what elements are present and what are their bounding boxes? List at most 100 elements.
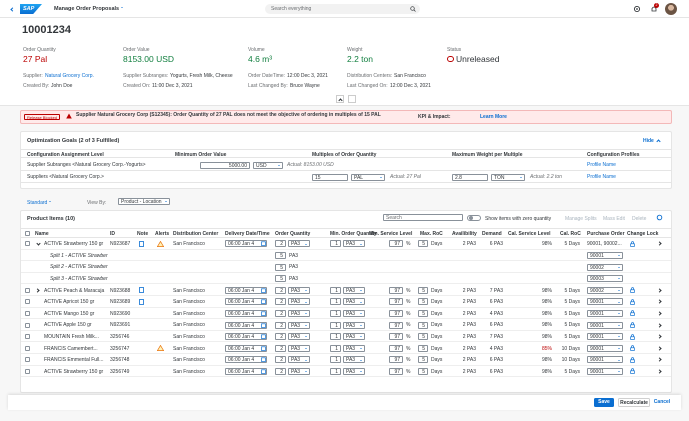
row-checkbox[interactable] <box>25 310 30 316</box>
order-qty-input[interactable]: 2 <box>275 321 286 329</box>
purchase-order-select[interactable]: 90001 <box>587 333 623 341</box>
min-qty-unit[interactable]: PA3 <box>343 356 365 364</box>
min-qty-input[interactable]: 1 <box>330 298 341 306</box>
delivery-date[interactable]: 06:00 Jan 4 <box>225 286 267 294</box>
search-field[interactable]: Search everything <box>265 4 420 14</box>
split-qty-input[interactable]: 5 <box>275 275 286 283</box>
purchase-order-select[interactable]: 90001 <box>587 321 623 329</box>
row-checkbox[interactable] <box>25 357 30 363</box>
max-roc-input[interactable]: 5 <box>418 344 428 352</box>
delivery-date[interactable]: 06:00 Jan 4 <box>225 298 267 306</box>
service-level-input[interactable]: 97 <box>389 367 403 375</box>
back-button[interactable] <box>10 6 15 12</box>
order-qty-input[interactable]: 2 <box>275 309 286 317</box>
profile-link[interactable]: Profile Name <box>587 174 616 180</box>
row-checkbox[interactable] <box>25 368 30 374</box>
table-action[interactable]: Delete <box>632 215 647 222</box>
max-roc-input[interactable]: 5 <box>418 321 428 329</box>
table-action[interactable]: Mass Edit <box>603 215 625 222</box>
sap-logo[interactable]: SAP <box>20 4 42 14</box>
row-checkbox[interactable] <box>25 287 30 293</box>
min-value-unit[interactable]: USD <box>253 161 283 169</box>
min-qty-input[interactable]: 1 <box>330 356 341 364</box>
max-roc-input[interactable]: 5 <box>418 298 428 306</box>
hide-button[interactable]: Hide <box>643 138 654 144</box>
max-roc-input[interactable]: 5 <box>418 309 428 317</box>
split-po-select[interactable]: 90003 <box>587 275 623 283</box>
delivery-date[interactable]: 06:00 Jan 4 <box>225 333 267 341</box>
order-qty-unit[interactable]: PA3 <box>288 321 310 329</box>
order-qty-unit[interactable]: PA3 <box>288 298 310 306</box>
max-roc-input[interactable]: 5 <box>418 240 428 248</box>
order-qty-input[interactable]: 2 <box>275 240 286 248</box>
order-qty-unit[interactable]: PA3 <box>288 286 310 294</box>
split-po-select[interactable]: 90002 <box>587 263 623 271</box>
min-qty-input[interactable]: 1 <box>330 333 341 341</box>
learn-more-link[interactable]: Learn More <box>480 113 507 120</box>
purchase-order-select[interactable]: 90001 <box>587 356 623 364</box>
purchase-order-select[interactable]: 90001 <box>587 367 623 375</box>
service-level-input[interactable]: 97 <box>389 344 403 352</box>
footer-button[interactable]: Cancel <box>652 398 672 407</box>
order-qty-input[interactable]: 2 <box>275 344 286 352</box>
pin-header[interactable] <box>348 95 356 103</box>
order-qty-unit[interactable]: PA3 <box>288 309 310 317</box>
min-qty-unit[interactable]: PA3 <box>343 344 365 352</box>
min-qty-unit[interactable]: PA3 <box>343 333 365 341</box>
service-level-input[interactable]: 97 <box>389 298 403 306</box>
min-value-input[interactable]: 5000.00 <box>200 161 250 169</box>
service-level-input[interactable]: 97 <box>389 240 403 248</box>
delivery-date[interactable]: 06:00 Jan 4 <box>225 367 267 375</box>
order-qty-unit[interactable]: PA3 <box>288 356 310 364</box>
order-qty-unit[interactable]: PA3 <box>288 333 310 341</box>
min-qty-unit[interactable]: PA3 <box>343 367 365 375</box>
row-checkbox[interactable] <box>25 299 30 305</box>
min-qty-input[interactable]: 1 <box>330 321 341 329</box>
order-qty-input[interactable]: 2 <box>275 333 286 341</box>
min-qty-unit[interactable]: PA3 <box>343 309 365 317</box>
zero-qty-toggle[interactable] <box>467 214 481 221</box>
purchase-order-select[interactable]: 90001 <box>587 298 623 306</box>
min-qty-input[interactable]: 1 <box>330 367 341 375</box>
delivery-date[interactable]: 06:00 Jan 4 <box>225 356 267 364</box>
split-po-select[interactable]: 90001 <box>587 251 623 259</box>
service-level-input[interactable]: 97 <box>389 333 403 341</box>
purchase-order-select[interactable]: 90002 <box>587 286 623 294</box>
min-qty-input[interactable]: 1 <box>330 286 341 294</box>
expand-toggle[interactable] <box>35 240 41 246</box>
min-qty-unit[interactable]: PA3 <box>343 321 365 329</box>
table-settings[interactable] <box>656 214 663 221</box>
row-checkbox[interactable] <box>25 322 30 328</box>
service-level-input[interactable]: 97 <box>389 286 403 294</box>
order-qty-input[interactable]: 2 <box>275 356 286 364</box>
row-checkbox[interactable] <box>25 345 30 351</box>
max-roc-input[interactable]: 5 <box>418 356 428 364</box>
order-qty-unit[interactable]: PA3 <box>288 240 310 248</box>
max-roc-input[interactable]: 5 <box>418 333 428 341</box>
order-qty-unit[interactable]: PA3 <box>288 367 310 375</box>
avatar[interactable] <box>665 3 677 15</box>
weight-input[interactable]: 2.8 <box>452 173 488 181</box>
min-qty-unit[interactable]: PA3 <box>343 286 365 294</box>
order-qty-input[interactable]: 2 <box>275 367 286 375</box>
row-checkbox[interactable] <box>25 334 30 340</box>
delivery-date[interactable]: 06:00 Jan 4 <box>225 321 267 329</box>
order-qty-input[interactable]: 2 <box>275 298 286 306</box>
purchase-order-select[interactable]: 90001 <box>587 309 623 317</box>
delivery-date[interactable]: 06:00 Jan 4 <box>225 344 267 352</box>
multiple-unit[interactable]: PAL <box>351 173 385 181</box>
multiple-input[interactable]: 15 <box>312 173 348 181</box>
order-qty-input[interactable]: 2 <box>275 286 286 294</box>
max-roc-input[interactable]: 5 <box>418 367 428 375</box>
min-qty-input[interactable]: 1 <box>330 309 341 317</box>
service-level-input[interactable]: 97 <box>389 321 403 329</box>
row-checkbox[interactable] <box>25 241 30 247</box>
attribute-value[interactable]: Natural Grocery Corp. <box>45 73 94 79</box>
footer-button[interactable]: Save <box>594 398 614 407</box>
collapse-header[interactable] <box>336 95 344 103</box>
order-qty-unit[interactable]: PA3 <box>288 344 310 352</box>
variant-selector[interactable]: Standard <box>27 200 48 206</box>
min-qty-unit[interactable]: PA3 <box>343 298 365 306</box>
delivery-date[interactable]: 06:00 Jan 4 <box>225 309 267 317</box>
weight-unit[interactable]: TON <box>491 173 525 181</box>
